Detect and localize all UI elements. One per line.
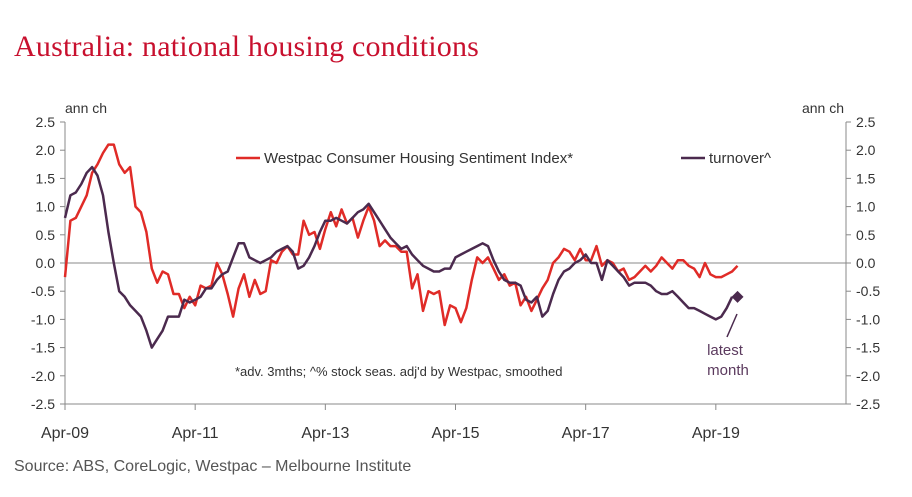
y-tick-label-right: 2.5 <box>856 114 876 130</box>
turnover-series-line <box>63 165 734 349</box>
y-tick-label-left: 2.5 <box>36 114 56 130</box>
y-tick-label-left: -1.0 <box>31 311 55 327</box>
y-tick-label-right: 0.5 <box>856 227 876 243</box>
y-tick-label-right: 2.0 <box>856 142 876 158</box>
annotation-line-1: latest <box>707 342 744 359</box>
annotation-pointer <box>726 313 738 338</box>
y-tick-label-right: 1.5 <box>856 170 876 186</box>
y-tick-label-left: 1.0 <box>36 199 56 215</box>
legend-label-sentiment: Westpac Consumer Housing Sentiment Index… <box>264 150 573 167</box>
y-tick-label-left: 0.5 <box>36 227 56 243</box>
y-tick-label-left: -0.5 <box>31 283 55 299</box>
x-tick-label: Apr-15 <box>431 425 479 442</box>
y-tick-label-right: -2.5 <box>856 396 880 412</box>
x-tick-label: Apr-11 <box>172 425 219 442</box>
x-tick-label: Apr-13 <box>301 425 349 442</box>
y-axis-title-right: ann ch <box>802 100 844 116</box>
chart-axes <box>60 121 851 410</box>
y-tick-label-right: -0.5 <box>856 283 880 299</box>
y-tick-label-left: 1.5 <box>36 170 56 186</box>
x-tick-label: Apr-17 <box>562 425 610 442</box>
chart-title: Australia: national housing conditions <box>14 30 480 63</box>
source-note: Source: ABS, CoreLogic, Westpac – Melbou… <box>14 458 412 475</box>
y-tick-label-right: -2.0 <box>856 368 880 384</box>
y-tick-label-right: 0.0 <box>856 255 876 271</box>
y-tick-label-right: -1.0 <box>856 311 880 327</box>
y-tick-label-right: 1.0 <box>856 199 876 215</box>
y-tick-label-left: 2.0 <box>36 142 56 158</box>
sentiment-series-line <box>63 143 739 327</box>
y-tick-label-left: -1.5 <box>31 340 55 356</box>
annotation-line-2: month <box>707 362 749 379</box>
y-axis-title-left: ann ch <box>65 100 107 116</box>
x-tick-label: Apr-19 <box>692 425 740 442</box>
latest-month-marker <box>731 290 744 303</box>
y-tick-label-left: -2.5 <box>31 396 55 412</box>
chart-series <box>63 143 744 349</box>
x-tick-label: Apr-09 <box>41 425 89 442</box>
y-tick-label-right: -1.5 <box>856 340 880 356</box>
chart-footnote: *adv. 3mths; ^% stock seas. adj'd by Wes… <box>235 364 562 379</box>
chart-labels: 2.5 2.5 2.0 2.0 1.5 1.5 1.0 1.0 0.5 0.5 0.0 0.0 -0.5… <box>31 100 880 442</box>
y-tick-label-left: -2.0 <box>31 368 55 384</box>
legend-label-turnover: turnover^ <box>709 150 771 167</box>
y-tick-label-left: 0.0 <box>36 255 56 271</box>
